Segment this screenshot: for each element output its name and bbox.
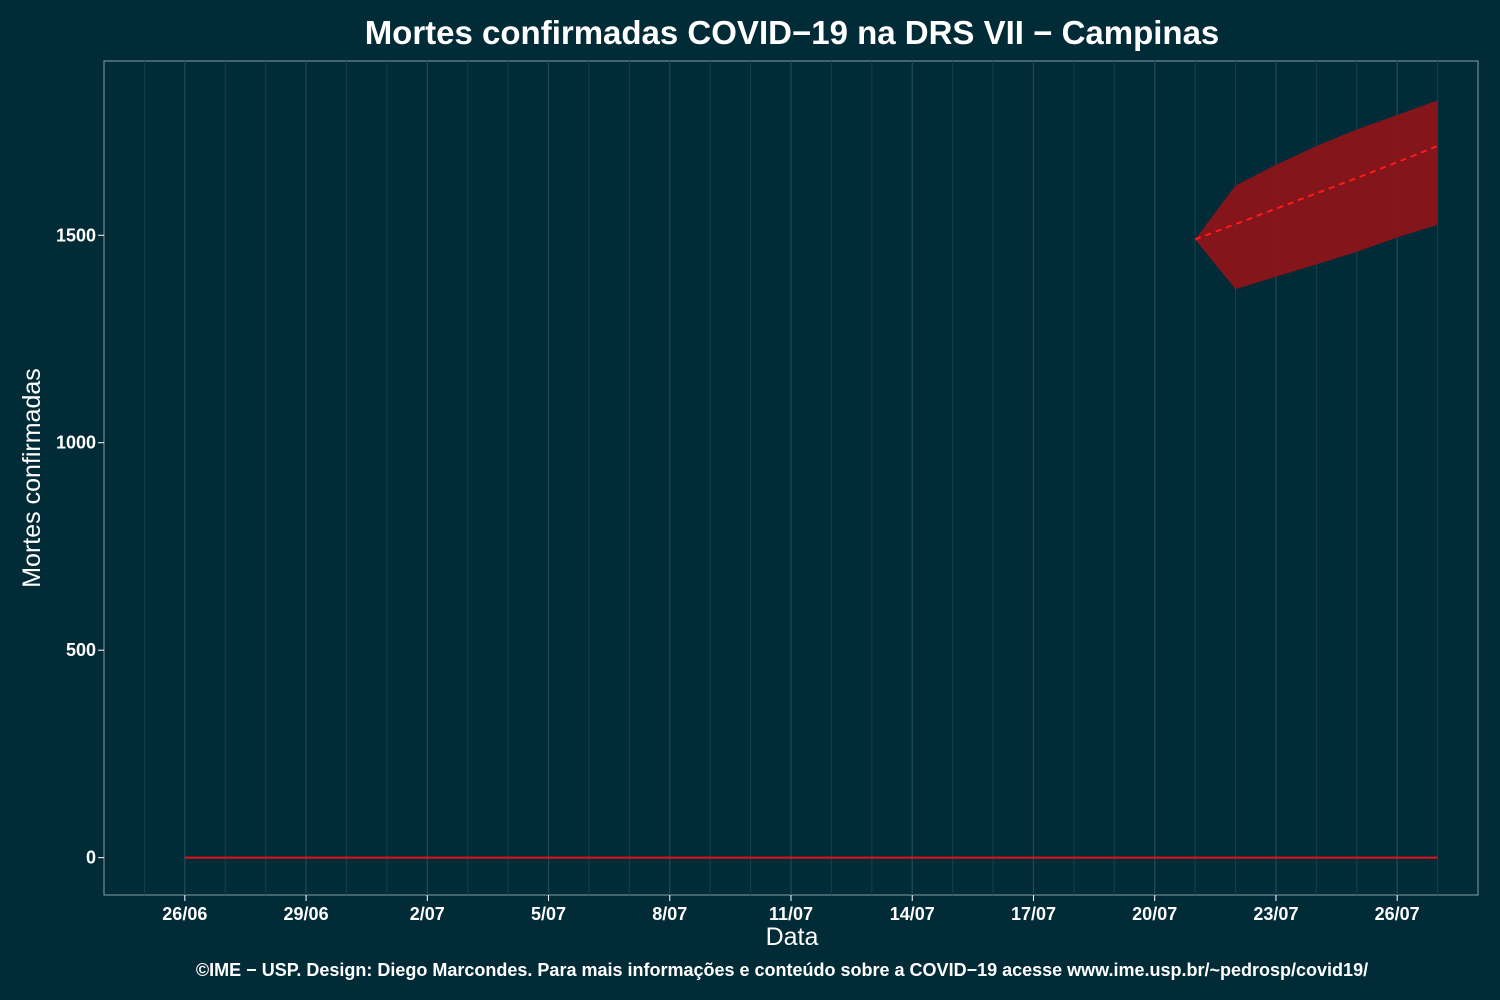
y-tick-label: 500 [66,640,96,660]
x-tick-label: 23/07 [1253,904,1298,924]
x-tick-label: 5/07 [531,904,566,924]
forecast-band-layer [1195,100,1438,290]
x-tick-label: 20/07 [1132,904,1177,924]
x-tick-label: 8/07 [652,904,687,924]
x-tick-label: 2/07 [410,904,445,924]
y-axis-title: Mortes confirmadas [18,368,46,588]
y-tick-label: 1500 [56,225,96,245]
chart-title: Mortes confirmadas COVID−19 na DRS VII −… [365,14,1220,51]
x-axis-title: Data [766,923,819,951]
y-axis: 0 500 1000 1500 [56,225,104,868]
y-tick-label: 1000 [56,433,96,453]
x-tick-label: 14/07 [890,904,935,924]
x-axis: 26/06 29/06 2/07 5/07 8/07 11/07 14/07 17/07 20/… [162,895,1420,924]
x-tick-label: 26/07 [1375,904,1420,924]
y-tick-label: 0 [86,848,96,868]
x-tick-label: 29/06 [284,904,329,924]
series-layer [184,145,1438,859]
x-tick-label: 11/07 [769,904,813,924]
forecast-interval-band [1195,100,1438,290]
caption: ©IME − USP. Design: Diego Marcondes. Par… [196,960,1368,980]
grid [143,61,1439,895]
x-tick-label: 26/06 [162,904,207,924]
x-tick-label: 17/07 [1011,904,1056,924]
